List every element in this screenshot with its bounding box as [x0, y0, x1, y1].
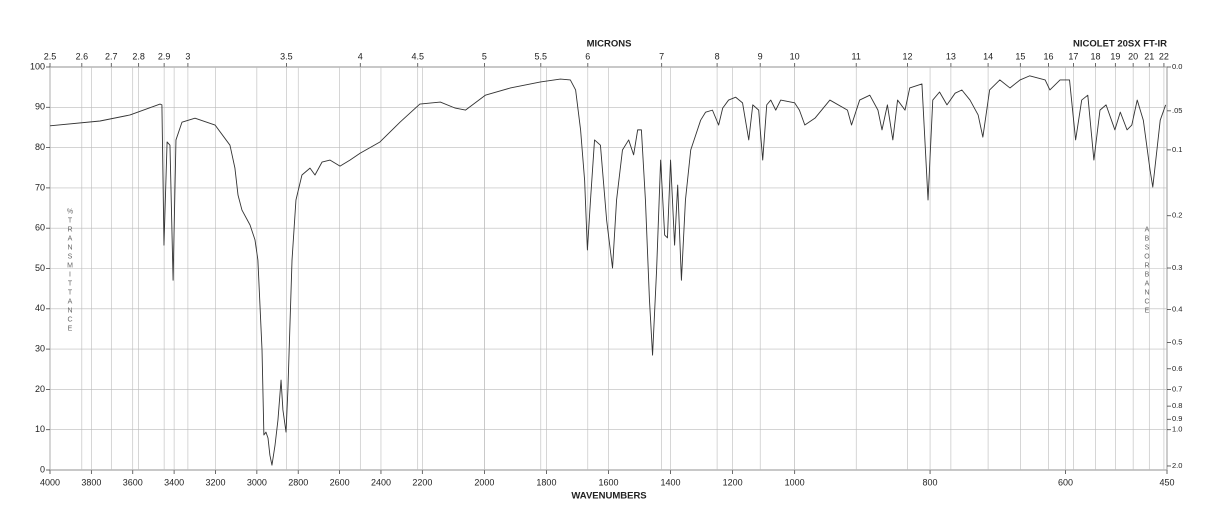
x-tick-label: 4000	[40, 477, 60, 487]
y-tick-label: 30	[35, 343, 45, 353]
x-tick-label: 3600	[123, 477, 143, 487]
y2-tick-label: 0.0	[1172, 62, 1182, 71]
x-tick-label: 2400	[371, 477, 391, 487]
spectrum-line	[49, 75, 1167, 466]
y2-tick-label: 0.4	[1172, 305, 1182, 314]
x2-tick-label: 13	[946, 51, 956, 61]
x-tick-label: 600	[1058, 477, 1073, 487]
y2-tick-label: 0.8	[1172, 401, 1182, 410]
x-tick-label: 2600	[330, 477, 350, 487]
x-tick-label: 2000	[474, 477, 494, 487]
x2-tick-label: 17	[1068, 51, 1078, 61]
x2-tick-label: 3.5	[280, 51, 293, 61]
y2-tick-label: 0.7	[1172, 385, 1182, 394]
x2-tick-label: 12	[902, 51, 912, 61]
x2-tick-label: 2.7	[105, 51, 118, 61]
x2-tick-label: 18	[1091, 51, 1101, 61]
y-tick-label: 80	[35, 142, 45, 152]
x-tick-label: 450	[1159, 477, 1174, 487]
x2-tick-label: 8	[715, 51, 720, 61]
x-tick-label: 3400	[164, 477, 184, 487]
y-axis-label: % T R A N S M I T T A N C E	[67, 208, 73, 332]
x2-tick-label: 4.5	[411, 51, 424, 61]
x-tick-label: 1400	[661, 477, 681, 487]
y2-tick-label: 0.6	[1172, 364, 1182, 373]
y2-tick-label: 1.0	[1172, 425, 1182, 434]
y-tick-label: 20	[35, 384, 45, 394]
x2-tick-label: 2.6	[76, 51, 89, 61]
y2-tick-label: 0.9	[1172, 414, 1182, 423]
x2-tick-label: 3	[185, 51, 190, 61]
x2-tick-label: 9	[758, 51, 763, 61]
y2-tick-label: 0.2	[1172, 211, 1182, 220]
x-tick-label: 3800	[81, 477, 101, 487]
x-tick-label: 1000	[785, 477, 805, 487]
x2-tick-label: 5	[482, 51, 487, 61]
x2-tick-label: 2.8	[132, 51, 145, 61]
x2-tick-label: 22	[1159, 51, 1169, 61]
x-tick-label: 3000	[247, 477, 267, 487]
x2-tick-label: 4	[358, 51, 363, 61]
x2-tick-label: 2.9	[158, 51, 171, 61]
x2-tick-label: 21	[1144, 51, 1154, 61]
x2-tick-label: 2.5	[44, 51, 57, 61]
x-tick-label: 2200	[412, 477, 432, 487]
y2-tick-label: 0.1	[1172, 145, 1182, 154]
x2-tick-label: 16	[1044, 51, 1054, 61]
x-tick-label: 1200	[723, 477, 743, 487]
y-tick-label: 0	[40, 464, 45, 474]
x2-tick-label: 10	[790, 51, 800, 61]
x2-tick-label: 19	[1110, 51, 1120, 61]
y2-tick-label: 2.0	[1172, 461, 1182, 470]
x-tick-label: 3200	[205, 477, 225, 487]
x2-tick-label: 7	[659, 51, 664, 61]
x-tick-label: 1600	[598, 477, 618, 487]
y2-tick-label: 0.3	[1172, 263, 1182, 272]
y-tick-label: 10	[35, 424, 45, 434]
y-tick-label: 70	[35, 182, 45, 192]
x-tick-label: 800	[923, 477, 938, 487]
y-tick-label: 60	[35, 223, 45, 233]
chart-title: NICOLET 20SX FT-IR	[1073, 39, 1167, 50]
x2-tick-label: 14	[983, 51, 993, 61]
x-axis-label: WAVENUMBERS	[571, 491, 646, 502]
x2-tick-label: 20	[1128, 51, 1138, 61]
y2-tick-label: .05	[1172, 106, 1182, 115]
x-tick-label: 1800	[536, 477, 556, 487]
y-tick-label: 50	[35, 263, 45, 273]
y-tick-label: 90	[35, 102, 45, 112]
x-tick-label: 2800	[288, 477, 308, 487]
y-tick-label: 40	[35, 303, 45, 313]
x2-tick-label: 5.5	[535, 51, 548, 61]
y-tick-label: 100	[30, 61, 45, 71]
x2-axis-label: MICRONS	[587, 39, 632, 50]
x2-tick-label: 6	[585, 51, 590, 61]
x2-tick-label: 15	[1015, 51, 1025, 61]
y2-tick-label: 0.5	[1172, 338, 1182, 347]
x2-tick-label: 11	[852, 51, 861, 61]
